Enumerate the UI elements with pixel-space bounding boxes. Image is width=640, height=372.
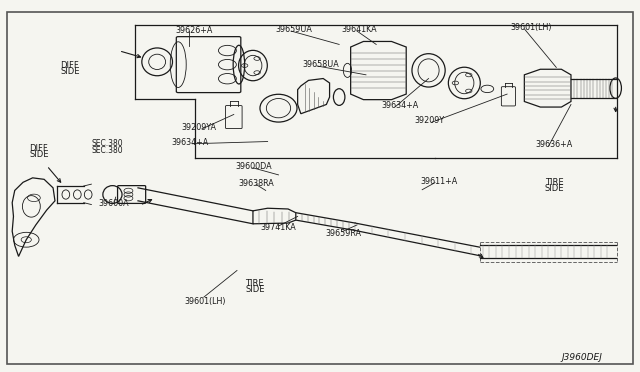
Text: TIRE: TIRE	[245, 279, 264, 288]
Text: 39659UA: 39659UA	[275, 25, 312, 34]
Text: 39601(LH): 39601(LH)	[510, 23, 552, 32]
Text: J3960DEJ: J3960DEJ	[561, 353, 602, 362]
Text: 39634+A: 39634+A	[172, 138, 209, 147]
Text: 39641KA: 39641KA	[341, 25, 377, 34]
Text: 39636+A: 39636+A	[536, 140, 573, 149]
Text: 39659RA: 39659RA	[325, 228, 361, 238]
Text: SIDE: SIDE	[245, 285, 265, 294]
Text: SIDE: SIDE	[545, 185, 564, 193]
Text: SIDE: SIDE	[29, 150, 49, 158]
Text: 39209YA: 39209YA	[181, 123, 216, 132]
Text: 39601(LH): 39601(LH)	[184, 297, 226, 306]
Text: 39611+A: 39611+A	[421, 177, 458, 186]
Text: DIFF: DIFF	[29, 144, 48, 153]
Text: 39600A: 39600A	[99, 199, 129, 208]
Text: 39209Y: 39209Y	[415, 116, 445, 125]
Text: 39634+A: 39634+A	[381, 101, 419, 110]
Text: SEC.380: SEC.380	[92, 139, 123, 148]
Text: 39638RA: 39638RA	[239, 179, 275, 187]
Text: 39600DA: 39600DA	[236, 162, 273, 171]
Text: 39741KA: 39741KA	[260, 223, 296, 232]
Text: TIRE: TIRE	[545, 178, 563, 187]
Text: 39658UA: 39658UA	[303, 60, 339, 69]
Text: SIDE: SIDE	[60, 67, 79, 76]
Text: SEC.380: SEC.380	[92, 146, 123, 155]
Text: DIFF: DIFF	[60, 61, 79, 70]
Text: 39626+A: 39626+A	[175, 26, 212, 35]
